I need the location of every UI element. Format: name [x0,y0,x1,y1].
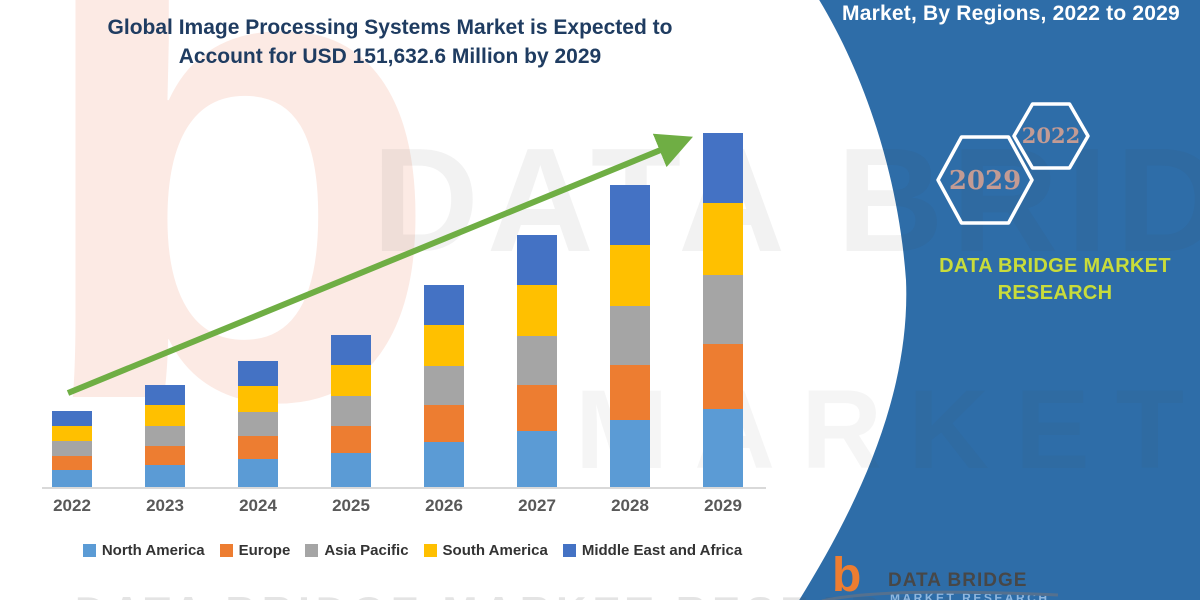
bar-segment [424,405,464,443]
bar-segment [145,385,185,406]
bar-segment [145,464,185,487]
bar-segment [703,203,743,275]
x-axis-label: 2029 [704,496,742,515]
legend: North America Europe Asia Pacific South Ame… [40,538,785,562]
bar-segment [703,408,743,487]
bar-segment [238,360,278,386]
chart-title: Global Image Processing Systems Market i… [50,14,730,72]
bar-segment [331,335,371,366]
bar-segment [424,285,464,326]
bar-segment [610,184,650,245]
bar-segment [703,275,743,344]
legend-item: Europe [219,541,291,559]
bar-segment [517,284,557,337]
brand-name-block: DATA BRIDGE MARKET RESEARCH [930,253,1180,307]
panel-heading: Market, By Regions, 2022 to 2029 [842,2,1180,25]
legend-swatch-icon [562,543,576,557]
legend-label: Middle East and Africa [581,541,743,559]
bar-segment [517,431,557,487]
legend-item: North America [82,541,205,559]
bar-segment [145,445,185,465]
footer-logo-swoosh-icon [821,590,1059,600]
legend-swatch-icon [423,543,437,557]
legend-item: Middle East and Africa [562,541,743,559]
bar-segment [238,459,278,487]
legend-label: South America [442,541,548,559]
legend-item: Asia Pacific [305,541,409,559]
bar-segment [517,385,557,432]
x-axis-label: 2022 [53,496,91,515]
bar-segment [52,425,92,442]
bar-segment [517,336,557,386]
bar-segment [610,244,650,307]
hexagon-2029-icon [936,135,1034,225]
plot-area [40,110,770,487]
bar-segment [52,470,92,487]
x-axis-label: 2023 [146,496,184,515]
bar-segment [52,410,92,426]
legend-item: South America [423,541,548,559]
hexagon-2022-label: 2022 [1022,123,1080,148]
bar-segment [703,133,743,203]
hexagon-badges: 2029 2022 [936,102,1090,225]
legend-label: Asia Pacific [324,541,409,559]
bar-segment [610,306,650,365]
legend-label: North America [101,541,205,559]
bar-segment [424,325,464,367]
legend-swatch-icon [305,543,319,557]
bar-segment [424,442,464,487]
chart-title-line1: Global Image Processing Systems Market i… [107,16,673,39]
bar-segment [610,420,650,487]
legend-label: Europe [238,541,291,559]
bar-segment [517,235,557,285]
blue-panel-shape [799,0,1200,600]
hexagon-2022-icon [1012,102,1090,170]
x-axis-label: 2025 [332,496,370,515]
footer-logo-b-icon: b [832,549,862,600]
x-axis-label: 2028 [611,496,649,515]
brand-line2: RESEARCH [997,282,1113,304]
bar-segment [703,344,743,409]
x-axis-label: 2024 [239,496,277,515]
bar-segment [331,395,371,426]
x-axis-label: 2027 [518,496,556,515]
x-axis-line [42,487,766,489]
legend-swatch-icon [219,543,233,557]
bar-segment [145,425,185,446]
bar-segment [331,365,371,396]
hexagon-2029-label: 2029 [949,166,1021,196]
footer-logo-name: DATA BRIDGE [888,570,1028,591]
bar-segment [238,385,278,412]
footer-logo-subtitle: MARKET RESEARCH [890,591,1050,600]
chart-title-line2: Account for USD 151,632.6 Million by 202… [178,44,602,68]
bar-segment [424,366,464,406]
bar-segment [610,364,650,421]
bar-segment [52,441,92,457]
bar-segment [52,456,92,471]
bar-segment [145,405,185,426]
bar-segment [238,411,278,437]
bar-segment [331,425,371,454]
bar-segment [331,453,371,487]
footer-logo: b DATA BRIDGE MARKET RESEARCH [818,550,1078,600]
brand-line1: DATA BRIDGE MARKET [939,255,1171,277]
legend-swatch-icon [82,543,96,557]
x-axis-label: 2026 [425,496,463,515]
bar-segment [238,436,278,460]
